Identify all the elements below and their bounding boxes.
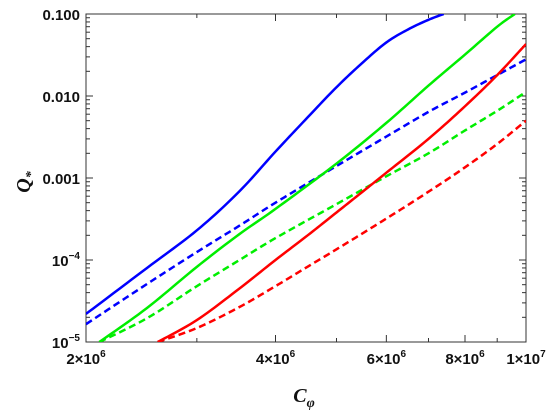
y-tick-label-exponent: −5 [69, 333, 81, 344]
x-tick-label-mantissa: 2×10 [66, 351, 100, 368]
x-tick-label: 4×106 [256, 349, 296, 368]
x-axis-title-main: C [293, 385, 307, 407]
x-tick-label: 2×106 [66, 349, 106, 368]
x-tick-label-exponent: 7 [540, 349, 546, 360]
y-tick-label-mantissa: 10 [52, 253, 69, 270]
series-line-3 [98, 90, 526, 342]
minor-ticks [86, 14, 526, 342]
y-tick-label: 0.100 [42, 7, 80, 24]
y-tick-label: 10−5 [52, 333, 81, 352]
y-tick-label-mantissa: 0.010 [42, 89, 80, 106]
x-axis-title: Cφ [293, 385, 315, 411]
major-ticks [85, 13, 527, 343]
series-layer [86, 14, 526, 342]
x-tick-label-mantissa: 4×10 [256, 351, 290, 368]
plot-frame [85, 13, 527, 343]
x-tick-label: 6×106 [367, 349, 407, 368]
y-tick-label: 10−4 [52, 251, 81, 270]
series-line-4 [157, 43, 526, 342]
y-tick-label-mantissa: 0.001 [42, 171, 80, 188]
y-tick-label: 0.010 [42, 89, 80, 106]
x-tick-labels: 2×106 4×106 6×106 8×106 1×107 [66, 349, 546, 368]
y-axis-title: Q* [13, 170, 39, 192]
x-tick-label: 1×107 [506, 349, 546, 368]
x-tick-label-mantissa: 1×10 [506, 351, 540, 368]
x-axis-title-sub: φ [307, 396, 315, 411]
y-axis-title-main: Q [13, 178, 35, 192]
x-tick-label-exponent: 6 [479, 349, 485, 360]
x-tick-label-exponent: 6 [290, 349, 296, 360]
y-axis-title-sub: * [24, 170, 39, 178]
y-tick-label-mantissa: 0.100 [42, 7, 80, 24]
x-tick-label: 8×106 [445, 349, 485, 368]
series-line-1 [86, 58, 526, 326]
x-tick-label-mantissa: 8×10 [445, 351, 479, 368]
x-tick-label-exponent: 6 [100, 349, 106, 360]
series-line-5 [157, 119, 526, 342]
x-tick-label-exponent: 6 [400, 349, 406, 360]
y-tick-label: 0.001 [42, 171, 80, 188]
x-tick-label-mantissa: 6×10 [367, 351, 401, 368]
series-line-2 [98, 14, 516, 342]
y-tick-label-mantissa: 10 [52, 335, 69, 352]
series-line-0 [86, 14, 445, 315]
y-tick-label-exponent: −4 [69, 251, 81, 262]
